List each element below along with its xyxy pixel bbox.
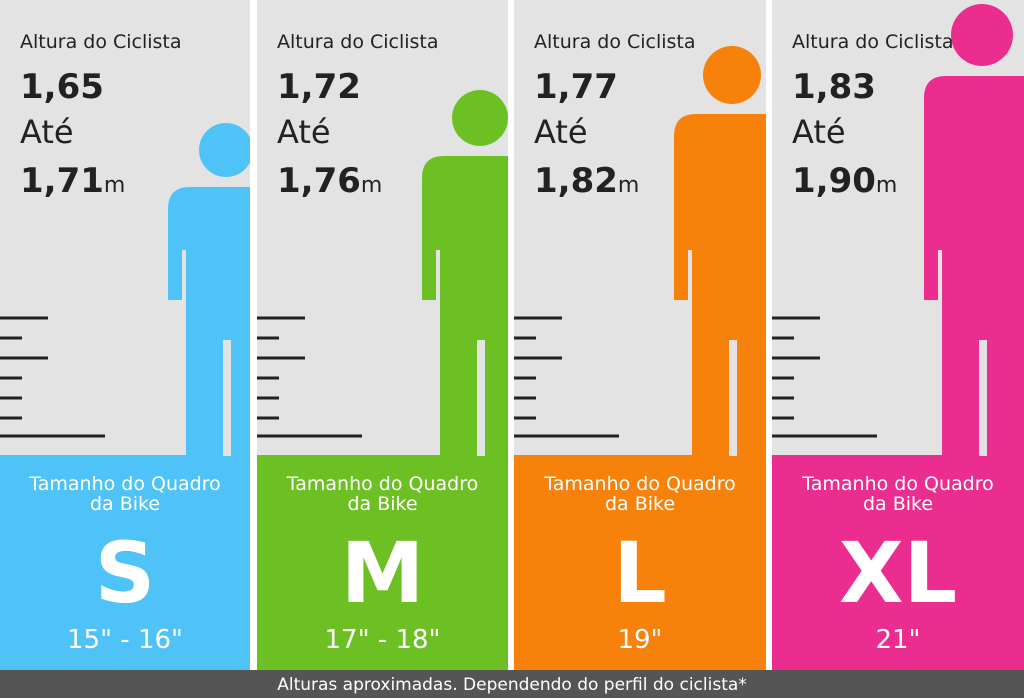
- frame-inches: 15" - 16": [67, 625, 183, 655]
- panel-color-block: [772, 455, 1024, 670]
- frame-label: Tamanho do Quadro: [801, 473, 993, 495]
- frame-label: Tamanho do Quadro: [286, 473, 478, 495]
- figure-arm-gap: [938, 250, 942, 300]
- height-to: 1,71m: [20, 161, 125, 201]
- height-label: Altura do Ciclista: [534, 31, 696, 53]
- size-panel: Altura do Ciclista 1,65 Até 1,71m Tamanho do…: [0, 0, 250, 670]
- figure-head: [951, 4, 1013, 66]
- figure-head: [452, 90, 508, 146]
- height-to: 1,82m: [534, 161, 639, 201]
- height-until: Até: [20, 113, 74, 151]
- height-unit: m: [876, 173, 897, 198]
- size-panel: Altura do Ciclista 1,77 Até 1,82m Tamanho do…: [514, 0, 766, 670]
- height-unit: m: [618, 173, 639, 198]
- frame-size: XL: [839, 524, 957, 622]
- frame-label: da Bike: [90, 493, 160, 515]
- height-to: 1,90m: [792, 161, 897, 201]
- height-from: 1,72: [277, 67, 361, 107]
- figure-body: [674, 114, 766, 456]
- frame-inches: 19": [617, 625, 662, 655]
- figure-arm-gap: [182, 250, 186, 300]
- height-unit: m: [104, 173, 125, 198]
- height-label: Altura do Ciclista: [20, 31, 182, 53]
- frame-size: M: [341, 524, 425, 622]
- height-to-value: 1,82: [534, 161, 618, 201]
- figure-body: [422, 156, 508, 456]
- frame-label: Tamanho do Quadro: [543, 473, 735, 495]
- figure-leg-gap: [729, 340, 737, 456]
- height-label: Altura do Ciclista: [277, 31, 439, 53]
- height-to-value: 1,90: [792, 161, 876, 201]
- size-panel: Altura do Ciclista 1,72 Até 1,76m Tamanho do…: [257, 0, 508, 670]
- frame-size: S: [95, 524, 156, 622]
- figure-leg-gap: [477, 340, 485, 456]
- figure-leg-gap: [223, 340, 231, 456]
- figure-body: [924, 76, 1024, 456]
- height-until: Até: [792, 113, 846, 151]
- height-from: 1,77: [534, 67, 618, 107]
- panel-color-block: [514, 455, 766, 670]
- height-to-value: 1,76: [277, 161, 361, 201]
- height-to-value: 1,71: [20, 161, 104, 201]
- height-from: 1,65: [20, 67, 104, 107]
- height-until: Até: [534, 113, 588, 151]
- frame-label: da Bike: [605, 493, 675, 515]
- height-from: 1,83: [792, 67, 876, 107]
- frame-label: da Bike: [347, 493, 417, 515]
- height-unit: m: [361, 173, 382, 198]
- height-until: Até: [277, 113, 331, 151]
- height-to: 1,76m: [277, 161, 382, 201]
- figure-head: [703, 46, 761, 104]
- frame-inches: 17" - 18": [325, 625, 441, 655]
- figure-arm-gap: [436, 250, 440, 300]
- frame-label: Tamanho do Quadro: [28, 473, 220, 495]
- figure-arm-gap: [688, 250, 692, 300]
- footer-note: Alturas aproximadas. Dependendo do perfi…: [277, 675, 747, 695]
- footer-bar: [0, 670, 1024, 698]
- size-panel: Altura do Ciclista 1,83 Até 1,90m Tamanho do…: [772, 0, 1024, 670]
- figure-head: [199, 123, 250, 177]
- frame-size: L: [613, 524, 667, 622]
- frame-inches: 21": [875, 625, 920, 655]
- panel-color-block: [0, 455, 250, 670]
- figure-leg-gap: [979, 340, 987, 456]
- panel-color-block: [257, 455, 508, 670]
- height-label: Altura do Ciclista: [792, 31, 954, 53]
- frame-label: da Bike: [863, 493, 933, 515]
